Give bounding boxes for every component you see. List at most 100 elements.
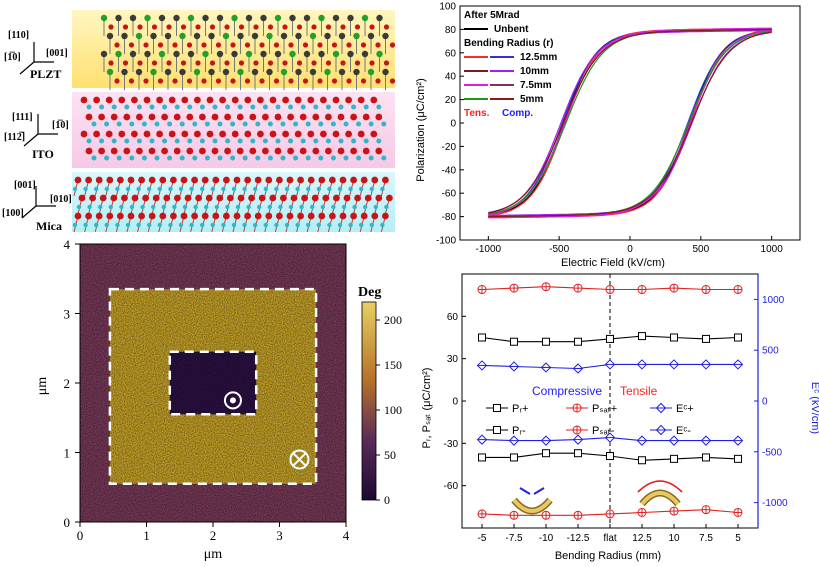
ito-oxygen bbox=[282, 96, 289, 104]
mica-atom bbox=[225, 204, 230, 210]
ito-metal bbox=[174, 104, 180, 110]
plzt-atom bbox=[106, 68, 114, 76]
mica-oxygen bbox=[170, 176, 177, 184]
plzt-oxygen bbox=[288, 78, 294, 84]
plzt-atom bbox=[332, 14, 340, 22]
plzt-oxygen bbox=[296, 60, 303, 66]
legend-tens: Tens. bbox=[464, 108, 490, 119]
ito-metal bbox=[376, 138, 382, 144]
ito-metal bbox=[141, 155, 147, 161]
ito-metal bbox=[187, 104, 193, 110]
mica-oxygen bbox=[276, 212, 283, 220]
mica-atom bbox=[157, 222, 162, 228]
mica-oxygen bbox=[212, 176, 220, 184]
mica-oxygen bbox=[85, 212, 92, 220]
mica-oxygen bbox=[233, 176, 241, 184]
plzt-oxygen bbox=[180, 60, 187, 66]
ito-oxygen bbox=[244, 130, 252, 138]
mica-atom bbox=[172, 204, 177, 210]
afm-x-label: μm bbox=[204, 547, 223, 562]
marker-square bbox=[702, 453, 710, 462]
plzt-oxygen bbox=[172, 42, 178, 48]
plzt-oxygen bbox=[143, 78, 149, 84]
plzt-layer-bg bbox=[72, 10, 395, 88]
bending-y-right-tick-label: -1000 bbox=[762, 498, 788, 509]
loops-y-tick-label: 60 bbox=[445, 48, 457, 59]
mica-atom bbox=[316, 222, 321, 228]
bending-y-right-label: Eᶜ (kV/cm) bbox=[809, 382, 819, 434]
ito-metal bbox=[136, 104, 142, 110]
ito-oxygen bbox=[320, 96, 327, 104]
ito-oxygen bbox=[350, 113, 357, 121]
colorbar-tick-label: 0 bbox=[384, 493, 390, 507]
plzt-oxygen bbox=[215, 78, 222, 84]
ito-metal bbox=[338, 138, 344, 144]
ito-oxygen bbox=[332, 130, 340, 138]
mica-oxygen bbox=[265, 176, 273, 184]
plzt-atom bbox=[324, 32, 331, 40]
ito-metal bbox=[124, 104, 130, 110]
plzt-oxygen bbox=[331, 42, 338, 48]
mica-oxygen bbox=[159, 176, 167, 184]
ito-oxygen bbox=[85, 113, 93, 121]
loops-x-label: Electric Field (kV/cm) bbox=[561, 257, 665, 268]
ito-oxygen bbox=[375, 147, 383, 155]
mica-atom bbox=[108, 204, 114, 210]
afm-map bbox=[80, 244, 346, 522]
mica-atom bbox=[373, 204, 378, 210]
ito-oxygen bbox=[105, 130, 113, 138]
plzt-atom bbox=[164, 32, 172, 40]
loops-y-tick-label: 80 bbox=[445, 25, 457, 36]
ito-oxygen bbox=[168, 96, 176, 104]
marker-square bbox=[542, 449, 550, 458]
plzt-atom bbox=[338, 32, 346, 40]
plzt-atom bbox=[100, 50, 108, 58]
ito-metal bbox=[250, 104, 256, 110]
ito-oxygen bbox=[143, 96, 151, 104]
plzt-atom bbox=[144, 14, 151, 22]
ito-metal bbox=[199, 138, 205, 144]
loops-y-label: Polarization (μC/cm²) bbox=[415, 78, 427, 182]
mica-atom bbox=[189, 222, 194, 228]
ito-oxygen bbox=[123, 113, 131, 121]
bending-y-left-tick-label: 30 bbox=[447, 354, 459, 365]
mica-atom bbox=[337, 186, 343, 192]
bending-axes: -5 -7.5 -10 -12.5 flat 12.5 10 7.5 5 -60 -30 0 30 60 -… bbox=[444, 273, 788, 544]
mica-oxygen bbox=[297, 212, 304, 220]
ito-oxygen bbox=[282, 130, 289, 138]
ito-oxygen bbox=[98, 113, 105, 121]
mica-atom bbox=[72, 186, 78, 192]
mica-oxygen bbox=[216, 194, 224, 202]
mica-oxygen bbox=[254, 176, 262, 184]
plzt-atom bbox=[260, 50, 267, 58]
plzt-oxygen bbox=[108, 24, 114, 30]
ito-oxygen bbox=[80, 130, 88, 138]
mica-oxygen bbox=[131, 194, 139, 202]
ito-oxygen bbox=[269, 96, 277, 104]
mica-oxygen bbox=[148, 176, 156, 184]
ito-metal bbox=[104, 121, 110, 127]
plzt-atom bbox=[280, 32, 288, 40]
mica-oxygen bbox=[301, 194, 308, 202]
plzt-oxygen bbox=[325, 60, 332, 66]
mica-atom bbox=[115, 222, 120, 228]
mica-atom bbox=[295, 186, 300, 192]
mica-atom bbox=[359, 222, 364, 228]
ito-metal bbox=[280, 155, 286, 161]
plzt-atom bbox=[202, 50, 209, 58]
mica-atom bbox=[331, 204, 336, 210]
mica-oxygen bbox=[360, 212, 368, 220]
mica-oxygen bbox=[311, 194, 319, 202]
mica-oxygen bbox=[297, 176, 304, 184]
plzt-oxygen bbox=[215, 42, 222, 48]
plzt-atom bbox=[318, 14, 325, 22]
legend-label: Eᶜ- bbox=[676, 425, 691, 437]
plzt-atom bbox=[216, 14, 224, 22]
ito-metal bbox=[167, 155, 173, 161]
ito-metal bbox=[99, 138, 105, 144]
ito-metal bbox=[212, 104, 218, 110]
mica-atom bbox=[178, 222, 184, 228]
mica-atom bbox=[246, 204, 251, 210]
mica-atom bbox=[189, 186, 194, 192]
legend-label: Eᶜ+ bbox=[676, 403, 694, 415]
